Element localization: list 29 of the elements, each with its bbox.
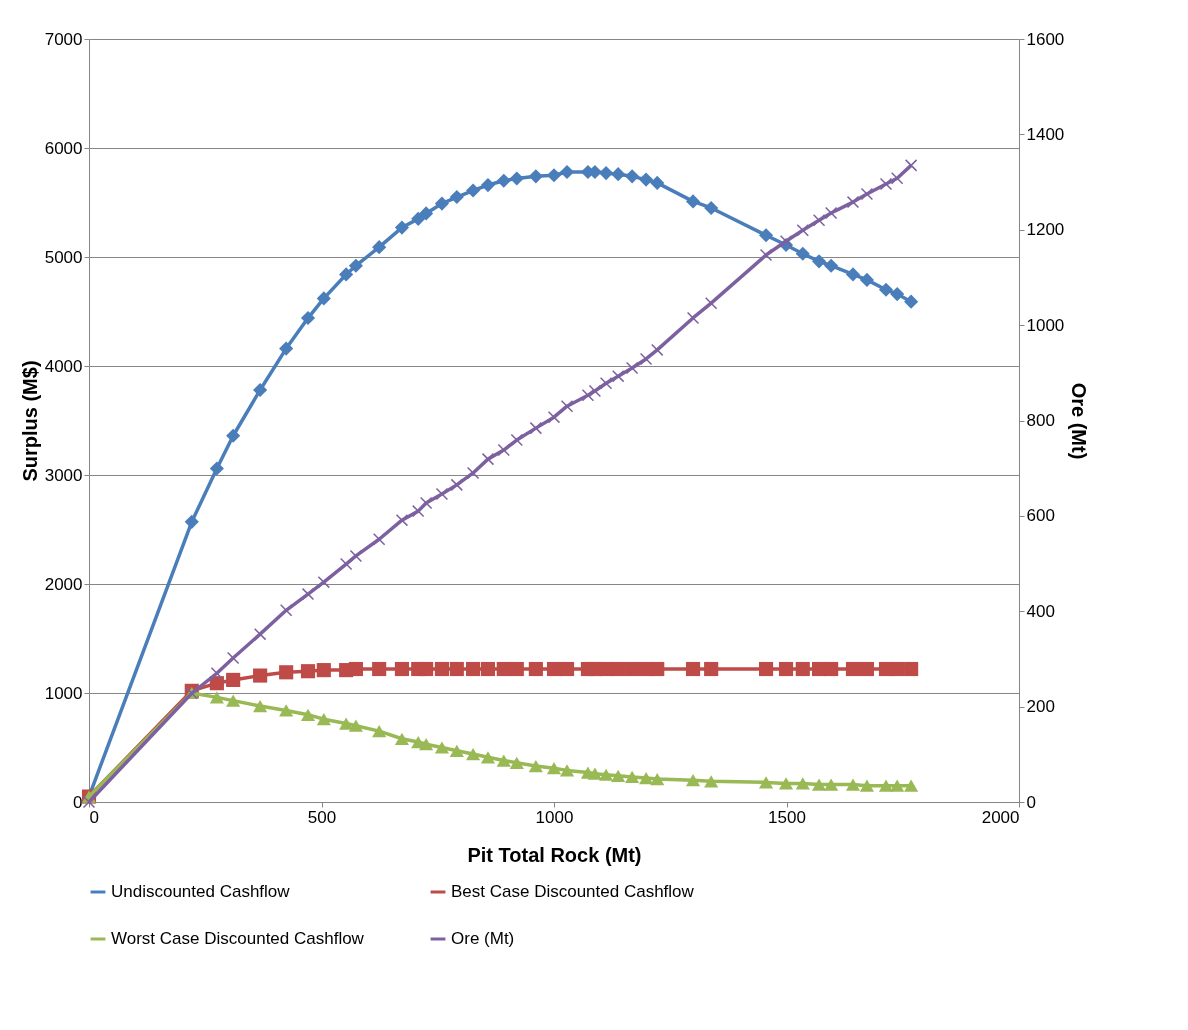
y-tick-label: 3000 [44,465,83,485]
y-tick-label: 7000 [44,29,83,49]
legend-label: Worst Case Discounted Cashflow [111,929,365,948]
y-tick-label: 1000 [44,683,83,703]
legend-label: Undiscounted Cashflow [111,882,291,901]
y2-tick-label: 0 [1026,792,1036,812]
x-tick-label: 500 [307,807,337,827]
x-tick-label: 0 [89,807,99,827]
x-tick-label: 1500 [768,807,806,827]
y2-tick-label: 800 [1026,411,1055,430]
y2-axis-title: Ore (Mt) [1068,382,1091,460]
y-tick-label: 4000 [44,356,83,376]
y-axis-title: Surplus (M$) [18,360,41,482]
legend-label: Ore (Mt) [451,929,515,948]
y-tick-label: 0 [73,792,83,812]
legend-label: Best Case Discounted Cashflow [451,882,695,901]
y-tick-label: 2000 [44,574,83,594]
y-tick-label: 5000 [44,247,83,267]
x-tick-label: 1000 [535,807,574,827]
x-tick-label: 2000 [981,807,1020,827]
y2-tick-label: 600 [1026,506,1055,526]
y2-tick-label: 1600 [1026,29,1065,49]
y2-tick-label: 400 [1026,601,1055,621]
y2-tick-label: 200 [1026,697,1055,717]
y2-tick-label: 1400 [1026,124,1065,144]
y2-tick-label: 1000 [1026,315,1065,335]
x-axis-title: Pit Total Rock (Mt) [467,843,642,866]
y-tick-label: 6000 [44,138,83,158]
y2-tick-label: 1200 [1026,220,1065,240]
